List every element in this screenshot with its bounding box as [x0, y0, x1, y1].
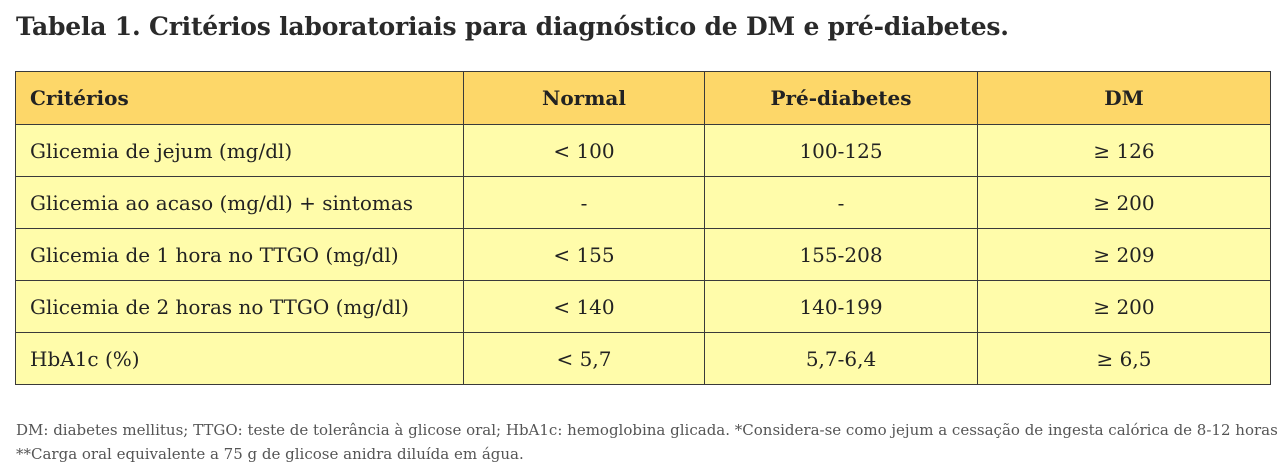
row-normal: < 155 [463, 228, 705, 281]
table-row: HbA1c (%) < 5,7 5,7-6,4 ≥ 6,5 [15, 332, 1271, 385]
table-footnote: DM: diabetes mellitus; TTGO: teste de to… [16, 418, 1279, 466]
row-dm: ≥ 200 [977, 280, 1271, 333]
row-pre-diabetes: 155-208 [704, 228, 978, 281]
table-row: Glicemia de 1 hora no TTGO (mg/dl) < 155… [15, 228, 1271, 281]
header-pre-diabetes: Pré-diabetes [704, 71, 978, 125]
footnote-abbreviations: DM: diabetes mellitus; TTGO: teste de to… [16, 421, 1279, 439]
row-dm: ≥ 126 [977, 124, 1271, 177]
footnote-oral-load: **Carga oral equivalente a 75 g de glico… [16, 445, 524, 463]
row-dm: ≥ 200 [977, 176, 1271, 229]
row-criterion: Glicemia ao acaso (mg/dl) + sintomas [15, 176, 464, 229]
criteria-table: Critérios Normal Pré-diabetes DM Glicemi… [15, 71, 1271, 385]
header-dm: DM [977, 71, 1271, 125]
header-criterios: Critérios [15, 71, 464, 125]
table-header-row: Critérios Normal Pré-diabetes DM [15, 71, 1271, 125]
table-row: Glicemia de jejum (mg/dl) < 100 100-125 … [15, 124, 1271, 177]
row-pre-diabetes: 140-199 [704, 280, 978, 333]
row-criterion: HbA1c (%) [15, 332, 464, 385]
row-criterion: Glicemia de jejum (mg/dl) [15, 124, 464, 177]
row-normal: < 140 [463, 280, 705, 333]
row-normal: < 100 [463, 124, 705, 177]
row-criterion: Glicemia de 2 horas no TTGO (mg/dl) [15, 280, 464, 333]
row-normal: - [463, 176, 705, 229]
row-pre-diabetes: 100-125 [704, 124, 978, 177]
row-pre-diabetes: - [704, 176, 978, 229]
row-dm: ≥ 6,5 [977, 332, 1271, 385]
header-normal: Normal [463, 71, 705, 125]
table-title: Tabela 1. Critérios laboratoriais para d… [16, 12, 1009, 41]
table-row: Glicemia de 2 horas no TTGO (mg/dl) < 14… [15, 280, 1271, 333]
table-row: Glicemia ao acaso (mg/dl) + sintomas - -… [15, 176, 1271, 229]
row-pre-diabetes: 5,7-6,4 [704, 332, 978, 385]
row-dm: ≥ 209 [977, 228, 1271, 281]
row-normal: < 5,7 [463, 332, 705, 385]
row-criterion: Glicemia de 1 hora no TTGO (mg/dl) [15, 228, 464, 281]
